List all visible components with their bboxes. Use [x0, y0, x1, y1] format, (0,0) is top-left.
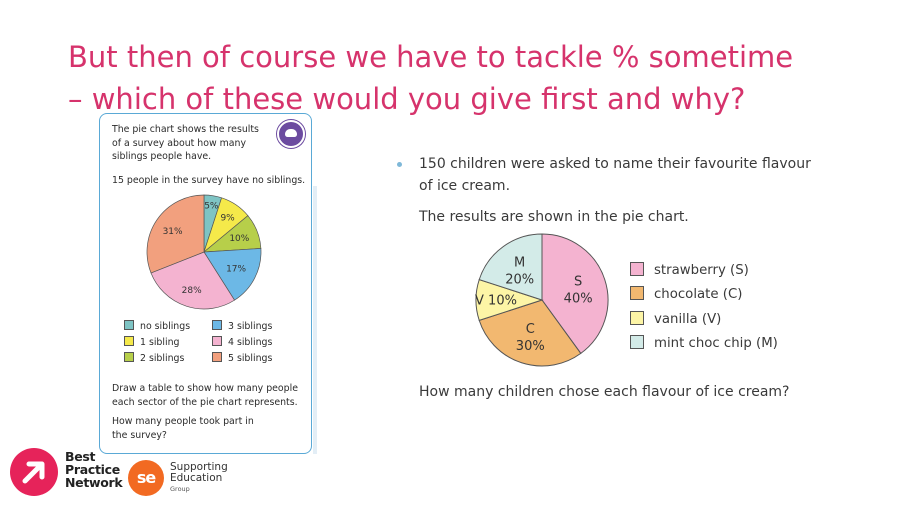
pie-slice	[541, 233, 609, 355]
legend-label: 3 siblings	[228, 321, 273, 332]
legend-swatch	[630, 335, 644, 349]
legend-item-5-siblings: 5 siblings	[212, 352, 272, 364]
bpn-line-3: Network	[65, 475, 123, 490]
slice-value-label: 5%	[204, 202, 219, 212]
legend-swatch	[124, 352, 134, 362]
siblings-intro-text: The pie chart shows the results of a sur…	[112, 123, 259, 164]
slide-title: But then of course we have to tackle % s…	[68, 36, 888, 120]
legend-label: 2 siblings	[140, 353, 185, 364]
pie-slice	[478, 233, 543, 301]
legend-label: vanilla (V)	[654, 312, 722, 327]
slice-value-label: 40%	[564, 291, 593, 306]
slice-value-label: V 10%	[475, 294, 517, 309]
legend-item-strawberry: strawberry (S)	[630, 262, 749, 279]
bpn-line-2: Practice	[65, 462, 120, 477]
legend-item-mint-choc-chip: mint choc chip (M)	[630, 335, 778, 352]
question-line-1: How many people took part in	[112, 416, 254, 427]
legend-item-1-sibling: 1 sibling	[124, 336, 180, 348]
legend-swatch	[124, 320, 134, 330]
legend-swatch	[630, 262, 644, 276]
intro-line-1: The pie chart shows the results	[112, 124, 259, 135]
legend-label: strawberry (S)	[654, 263, 749, 278]
survey-question-text: How many people took part in the survey?	[112, 415, 254, 442]
slice-value-label: 20%	[505, 272, 534, 287]
legend-swatch	[124, 336, 134, 346]
question-line-2: the survey?	[112, 429, 167, 441]
seg-line-1: Supporting	[170, 461, 228, 473]
seg-line-2: Education	[170, 472, 223, 484]
legend-swatch	[212, 336, 222, 346]
slice-value-label: 28%	[182, 286, 202, 296]
ice-cream-pie-chart: S 40% C 30% V 10% M 20%	[475, 233, 609, 367]
slide-title-line-2: – which of these would you give first an…	[68, 82, 746, 116]
legend-label: 4 siblings	[228, 337, 273, 348]
legend-swatch	[630, 311, 644, 325]
pie-slice	[203, 248, 262, 301]
legend-item-4-siblings: 4 siblings	[212, 336, 272, 348]
intro-line-2: of a survey about how many	[112, 137, 246, 149]
slice-value-label: 31%	[163, 227, 183, 237]
pie-slice	[478, 299, 582, 367]
bpn-line-1: Best	[65, 449, 96, 464]
legend-swatch	[630, 286, 644, 300]
slice-value-label: 30%	[516, 339, 545, 354]
task-text: Draw a table to show how many people eac…	[112, 382, 298, 409]
task-line-1: Draw a table to show how many people	[112, 383, 298, 394]
slice-label: S	[574, 274, 582, 289]
given-fact-text: 15 people in the survey have no siblings…	[112, 175, 306, 186]
siblings-question-card: The pie chart shows the results of a sur…	[99, 113, 317, 454]
slice-label: M	[514, 255, 525, 270]
legend-swatch	[212, 320, 222, 330]
results-intro-text: The results are shown in the pie chart.	[419, 209, 689, 225]
problem-line-1: 150 children were asked to name their fa…	[419, 156, 811, 172]
legend-label: 1 sibling	[140, 337, 180, 348]
legend-item-2-siblings: 2 siblings	[124, 352, 184, 364]
legend-swatch	[212, 352, 222, 362]
legend-label: no siblings	[140, 321, 191, 332]
legend-item-chocolate: chocolate (C)	[630, 286, 742, 303]
problem-line-2: of ice cream.	[419, 178, 511, 194]
intro-line-3: siblings people have.	[112, 151, 212, 162]
slide-title-line-1: But then of course we have to tackle % s…	[68, 40, 794, 74]
ice-cream-problem-text: 150 children were asked to name their fa…	[419, 153, 811, 197]
siblings-pie-chart: 5%9% 10% 17% 28% 31%	[146, 194, 262, 310]
card-shadow-strip	[313, 186, 317, 454]
legend-label: mint choc chip (M)	[654, 336, 778, 351]
bpn-arrow-icon	[10, 448, 58, 496]
slice-value-label: 17%	[226, 264, 246, 274]
bullet-icon	[397, 162, 402, 167]
slice-label: C	[526, 322, 535, 337]
legend-item-3-siblings: 3 siblings	[212, 320, 272, 332]
task-line-2: each sector of the pie chart represents.	[112, 396, 298, 408]
seg-wordmark: Supporting Education Group	[170, 462, 228, 495]
bpn-wordmark: Best Practice Network	[65, 449, 123, 490]
legend-label: 5 siblings	[228, 353, 273, 364]
seg-line-3: Group	[170, 485, 190, 493]
slice-value-label: 9%	[220, 213, 235, 223]
legend-label: chocolate (C)	[654, 287, 743, 302]
legend-item-vanilla: vanilla (V)	[630, 311, 721, 328]
ice-cream-question-text: How many children chose each flavour of …	[419, 384, 790, 400]
slice-value-label: 10%	[229, 234, 249, 244]
pie-slice	[150, 251, 236, 310]
cloud-icon	[277, 120, 305, 148]
legend-item-no-siblings: no siblings	[124, 320, 190, 332]
pie-slice	[146, 194, 205, 274]
se-mark-icon: se	[128, 460, 164, 496]
